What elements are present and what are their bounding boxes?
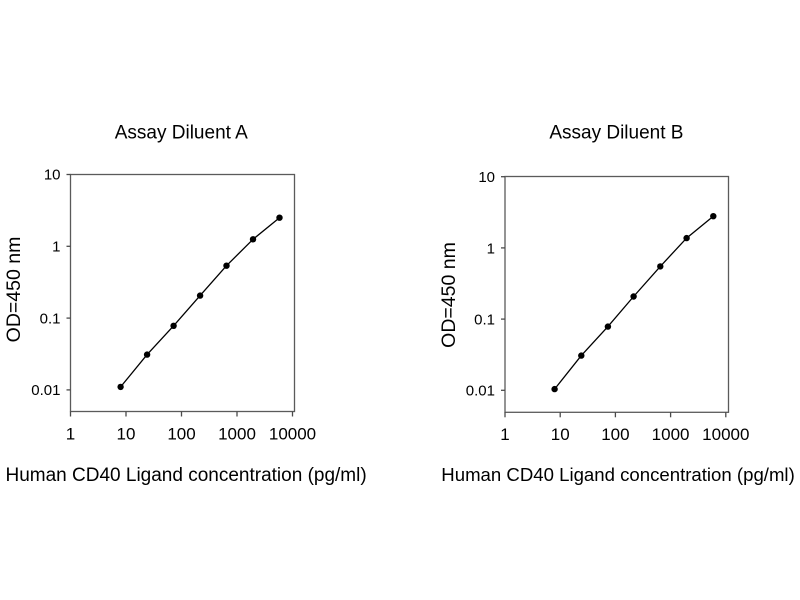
svg-text:100: 100 — [601, 425, 629, 444]
svg-text:1: 1 — [66, 425, 75, 444]
svg-text:Human CD40 Ligand concentratio: Human CD40 Ligand concentration (pg/ml) — [6, 465, 367, 486]
svg-text:1000: 1000 — [218, 425, 256, 444]
svg-text:Assay Diluent A: Assay Diluent A — [115, 123, 248, 144]
svg-text:Human CD40 Ligand concentratio: Human CD40 Ligand concentration (pg/ml) — [441, 464, 794, 485]
svg-text:1000: 1000 — [652, 425, 690, 444]
svg-text:1: 1 — [487, 240, 495, 257]
svg-text:1: 1 — [52, 239, 60, 256]
svg-text:10: 10 — [551, 425, 570, 444]
svg-text:10: 10 — [44, 167, 61, 184]
svg-text:10000: 10000 — [702, 425, 749, 444]
svg-text:0.1: 0.1 — [474, 312, 495, 329]
svg-text:10: 10 — [117, 425, 136, 444]
svg-text:100: 100 — [167, 425, 195, 444]
svg-text:Assay Diluent B: Assay Diluent B — [549, 123, 683, 144]
svg-text:1: 1 — [500, 425, 509, 444]
svg-text:0.1: 0.1 — [40, 310, 61, 327]
svg-text:OD=450 nm: OD=450 nm — [3, 237, 25, 343]
svg-text:OD=450 nm: OD=450 nm — [438, 242, 460, 348]
svg-text:0.01: 0.01 — [31, 382, 60, 399]
svg-text:10000: 10000 — [269, 425, 316, 444]
svg-text:0.01: 0.01 — [466, 383, 495, 400]
svg-text:10: 10 — [478, 169, 495, 186]
